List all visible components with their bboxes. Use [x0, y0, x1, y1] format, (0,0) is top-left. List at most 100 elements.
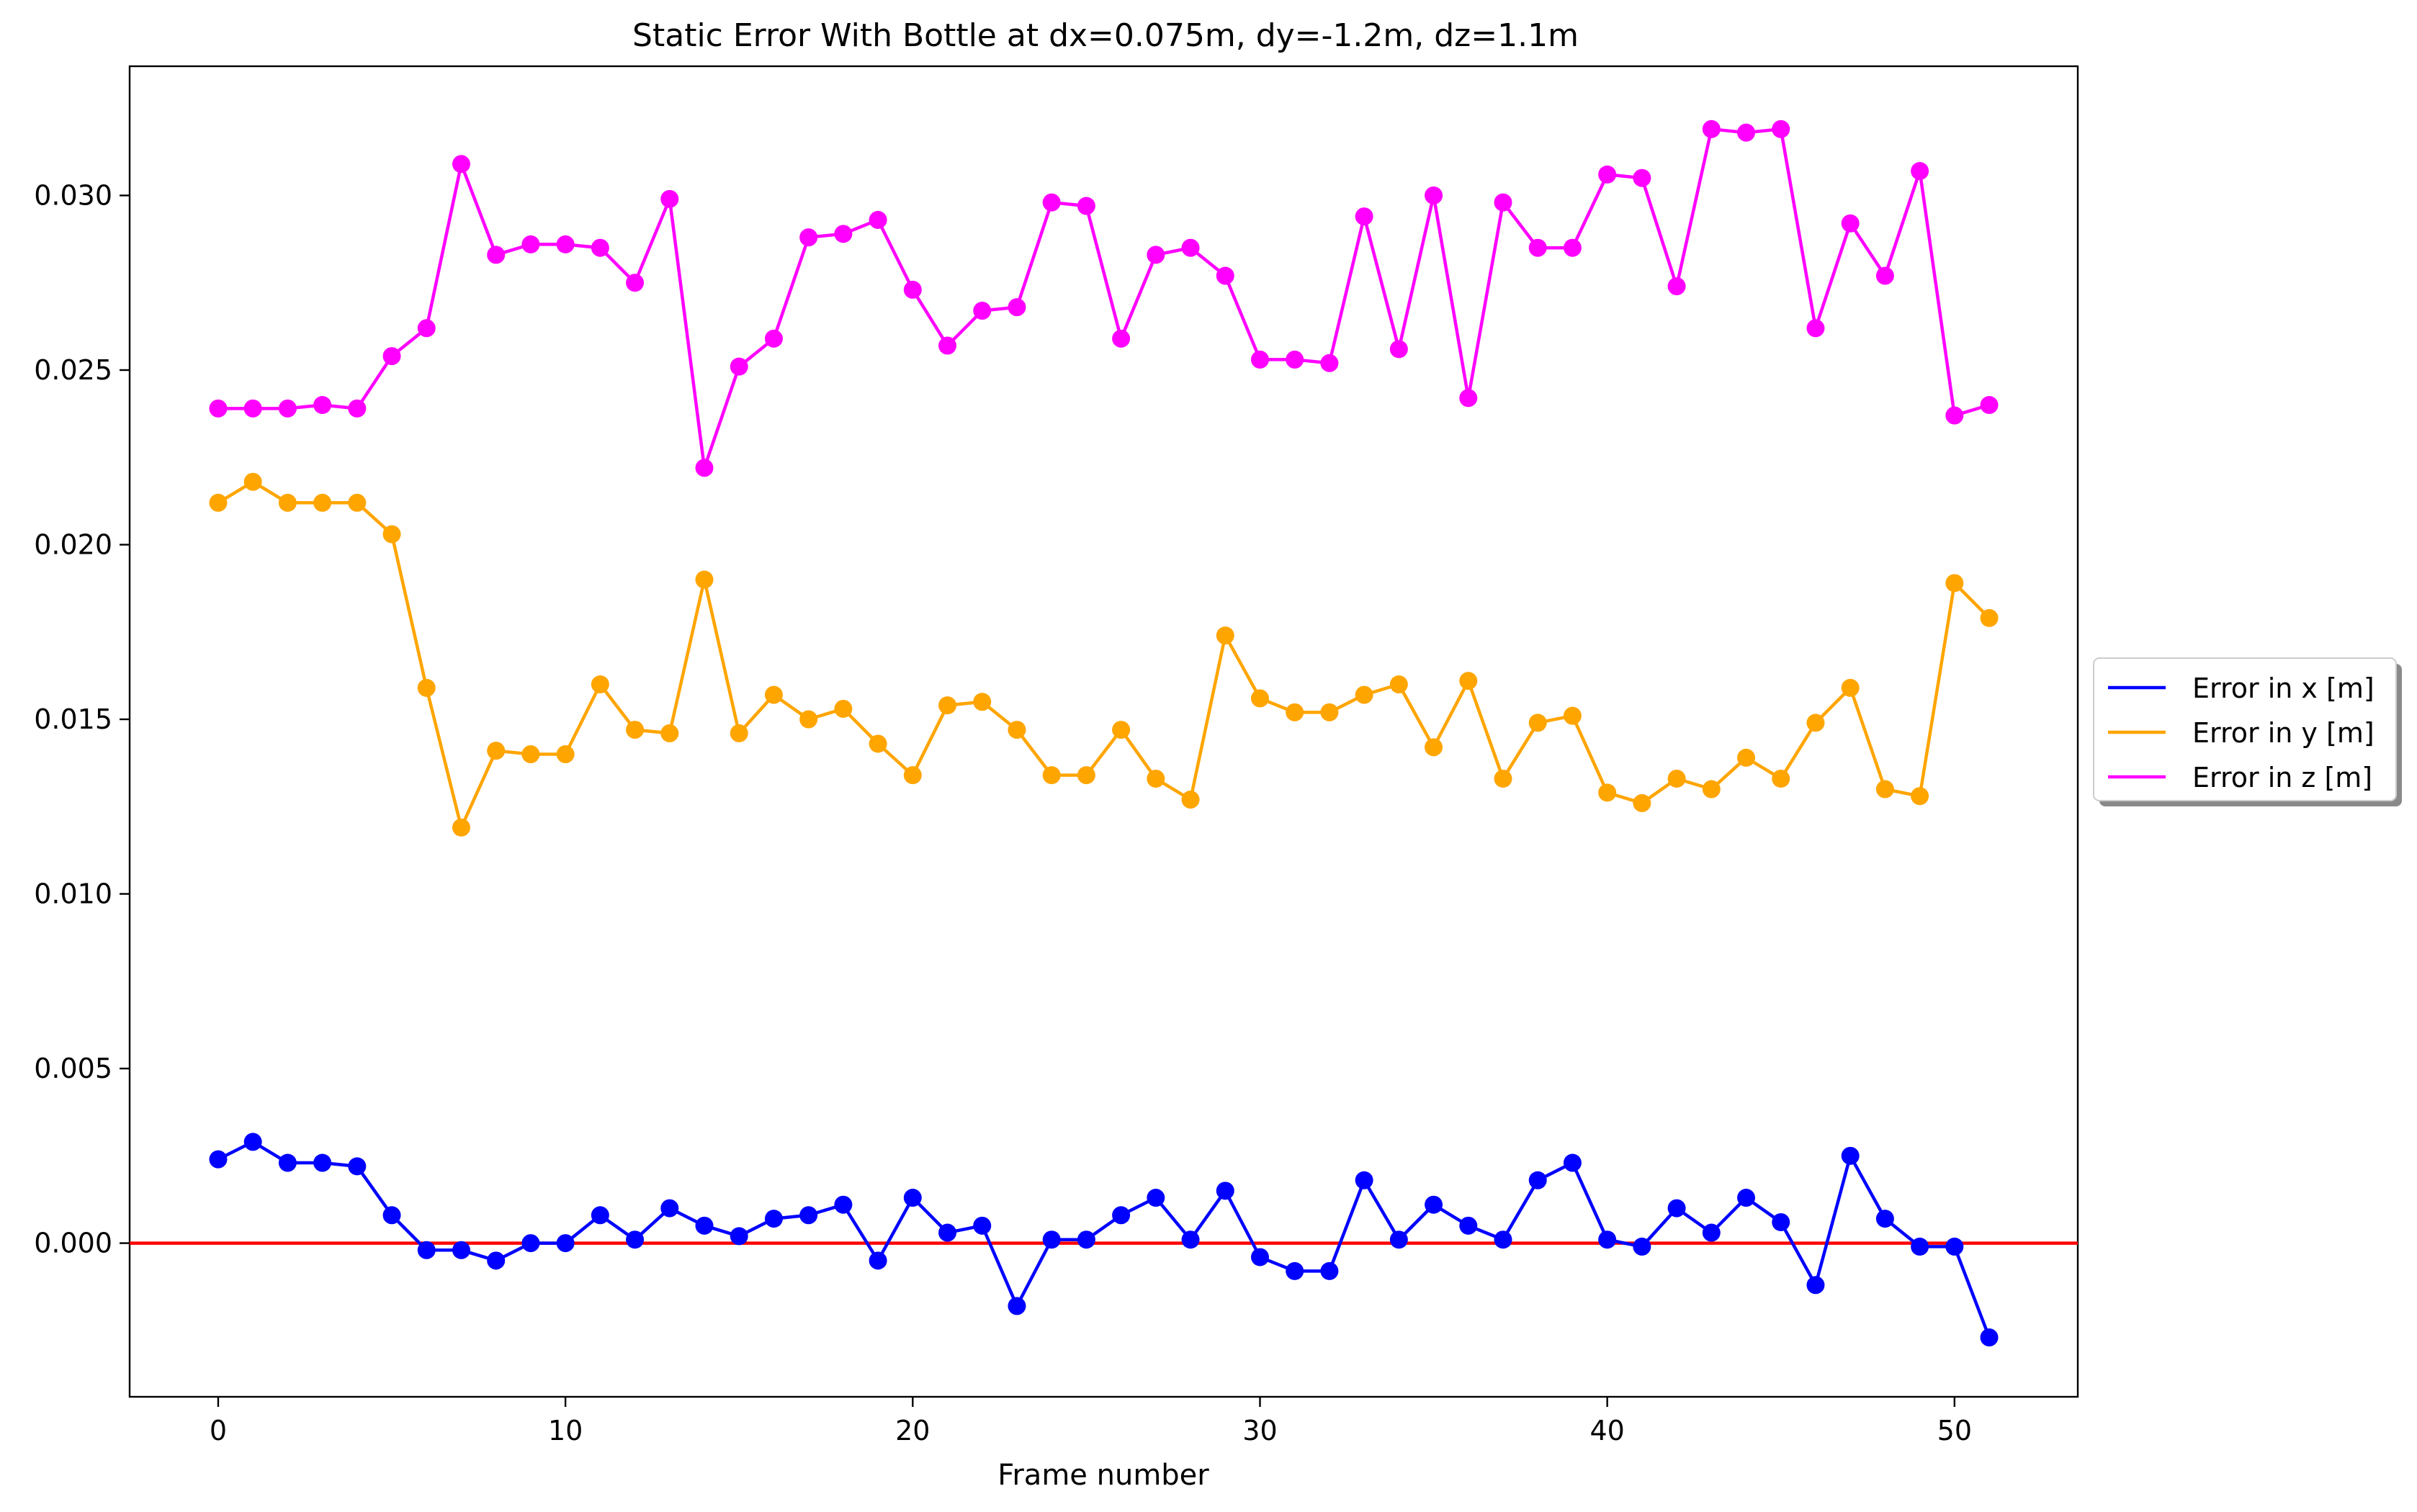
- data-point: [452, 155, 470, 174]
- data-point: [799, 228, 818, 247]
- data-point: [313, 1153, 332, 1172]
- data-point: [1389, 675, 1408, 694]
- data-point: [1702, 780, 1721, 798]
- data-point: [1042, 766, 1061, 785]
- data-point: [869, 1251, 887, 1270]
- data-point: [1702, 1223, 1721, 1242]
- data-point: [1945, 574, 1964, 593]
- data-point: [834, 225, 853, 243]
- data-point: [1667, 1199, 1686, 1218]
- data-point: [1806, 1276, 1825, 1295]
- data-point: [1042, 1230, 1061, 1249]
- data-point: [1355, 207, 1373, 226]
- data-point: [626, 274, 645, 292]
- plot-area: [128, 65, 2079, 1398]
- data-point: [695, 570, 714, 589]
- data-point: [1528, 714, 1547, 732]
- data-point: [1737, 1189, 1756, 1207]
- data-point: [1772, 120, 1790, 138]
- data-point: [938, 1223, 957, 1242]
- data-point: [1459, 1216, 1478, 1235]
- data-point: [243, 472, 262, 491]
- data-point: [730, 724, 748, 742]
- data-point: [1911, 162, 1929, 181]
- data-point: [1494, 1230, 1512, 1249]
- data-point: [417, 319, 436, 338]
- legend: Error in x [m] Error in y [m] Error in z […: [2093, 657, 2402, 806]
- data-point: [417, 1241, 436, 1259]
- data-point: [487, 246, 506, 264]
- x-tick-label: 30: [1242, 1415, 1277, 1446]
- data-point: [1181, 791, 1200, 809]
- data-point: [1425, 1195, 1443, 1214]
- data-point: [1772, 769, 1790, 788]
- data-point: [1389, 340, 1408, 359]
- y-tick-label: 0.020: [34, 529, 112, 561]
- data-point: [973, 693, 992, 711]
- data-point: [1181, 1230, 1200, 1249]
- data-point: [660, 724, 679, 742]
- data-point: [487, 1251, 506, 1270]
- data-point: [1112, 1206, 1131, 1225]
- data-point: [1598, 1230, 1617, 1249]
- data-point: [209, 1150, 228, 1169]
- data-point: [1216, 626, 1234, 645]
- data-point: [382, 525, 401, 544]
- data-point: [903, 766, 922, 785]
- data-point: [834, 1195, 853, 1214]
- data-point: [1494, 769, 1512, 788]
- y-tick-label: 0.000: [34, 1228, 112, 1259]
- data-point: [452, 818, 470, 837]
- data-point: [730, 357, 748, 376]
- data-point: [695, 459, 714, 477]
- data-point: [1216, 266, 1234, 285]
- data-point: [1008, 721, 1026, 739]
- data-point: [973, 302, 992, 320]
- x-axis-title: Frame number: [997, 1459, 1209, 1492]
- data-point: [1112, 721, 1131, 739]
- x-tick-label: 10: [548, 1415, 583, 1446]
- data-point: [1633, 168, 1651, 187]
- series-group: [209, 472, 1999, 837]
- series-group: [209, 120, 1999, 477]
- data-point: [799, 710, 818, 729]
- data-point: [278, 399, 297, 418]
- data-point: [764, 1210, 783, 1228]
- data-point: [1841, 214, 1860, 233]
- series-line: [217, 1140, 1991, 1338]
- legend-frame: [2093, 657, 2397, 801]
- data-point: [1355, 1171, 1373, 1189]
- data-point: [348, 399, 367, 418]
- data-point: [799, 1206, 818, 1225]
- x-tick-label: 20: [895, 1415, 930, 1446]
- series-line: [217, 480, 1991, 829]
- data-point: [1112, 329, 1131, 348]
- data-point: [1355, 685, 1373, 704]
- data-point: [521, 745, 540, 764]
- data-point: [1875, 780, 1894, 798]
- y-axis: 0.000 0.005 0.010 0.015 0.020 0.025 0.030: [34, 179, 130, 1259]
- data-point: [382, 347, 401, 366]
- data-point: [1633, 793, 1651, 812]
- y-tick-label: 0.015: [34, 703, 112, 735]
- x-tick-label: 50: [1937, 1415, 1972, 1446]
- data-point: [209, 493, 228, 512]
- data-point: [1147, 1189, 1165, 1207]
- data-point: [869, 734, 887, 753]
- data-point: [591, 238, 609, 257]
- data-point: [1286, 350, 1304, 369]
- data-point: [973, 1216, 992, 1235]
- data-point: [1250, 689, 1269, 708]
- data-point: [1425, 738, 1443, 757]
- data-point: [1806, 714, 1825, 732]
- data-point: [1875, 1210, 1894, 1228]
- data-point: [1563, 1153, 1582, 1172]
- y-tick-label: 0.030: [34, 179, 112, 211]
- data-point: [278, 493, 297, 512]
- data-point: [556, 235, 575, 253]
- data-point: [487, 742, 506, 760]
- series-layer: [209, 120, 1999, 1347]
- data-point: [1077, 766, 1095, 785]
